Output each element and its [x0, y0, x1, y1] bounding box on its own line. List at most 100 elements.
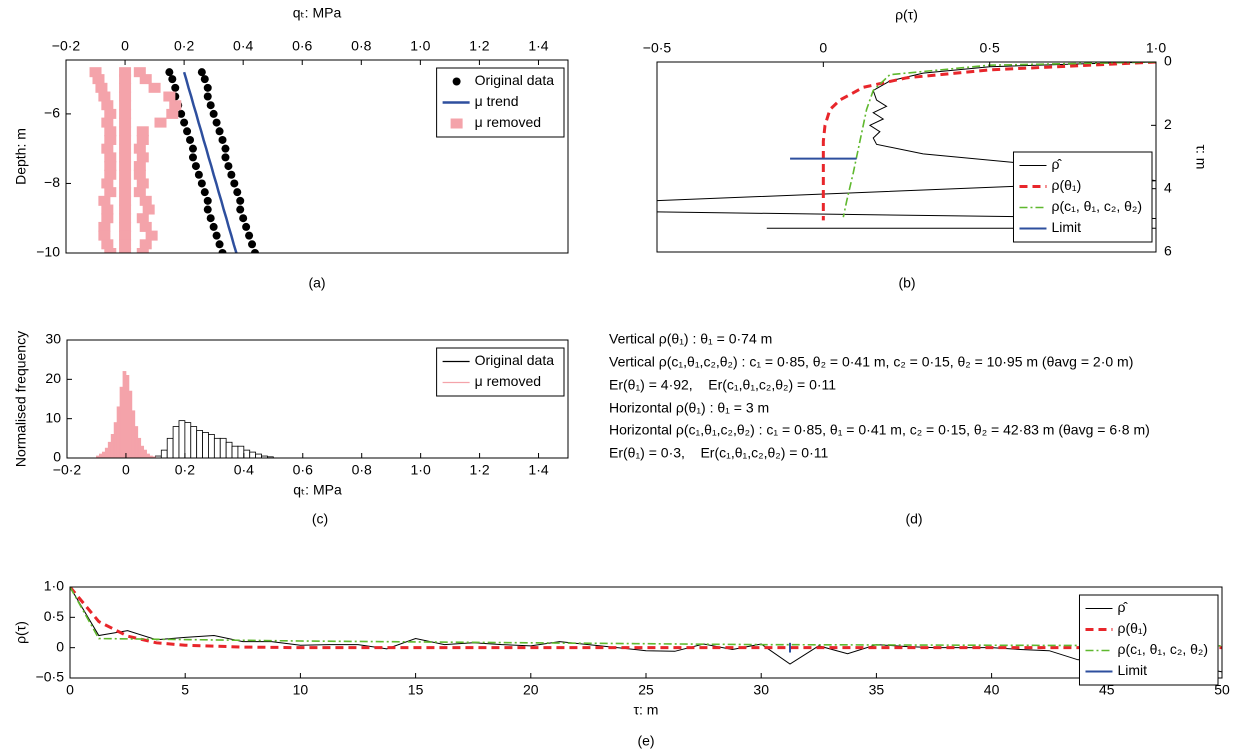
point [209, 109, 218, 118]
point [197, 68, 206, 77]
histogram-bar [140, 445, 145, 458]
point [168, 75, 177, 84]
x-tick-label: 0·5 [980, 40, 1000, 56]
legend-label: Limit [1117, 662, 1147, 678]
x-axis-label: qₜ: MPa [293, 482, 342, 498]
legend: ρ̂ ρ(θ₁) ρ(c₁, θ₁, c₂, θ₂) Limit [1012, 151, 1153, 243]
text-line: Vertical ρ(θ₁) : θ₁ = 0·74 m [609, 331, 772, 347]
point [104, 248, 117, 253]
plot-frame [66, 339, 569, 459]
x-tick-label: −0·2 [53, 462, 82, 478]
x-tick-label: 0·6 [292, 38, 312, 54]
point [101, 117, 114, 128]
plot-frame [69, 586, 1223, 679]
legend-label: ρ(θ₁) [1051, 177, 1081, 193]
legend-item: Limit [1019, 219, 1081, 235]
point [119, 152, 132, 163]
point [133, 143, 146, 154]
y-axis-label: ρ(τ) [13, 621, 29, 644]
point [200, 188, 209, 197]
plot-frame [656, 61, 1157, 253]
histogram-bar [107, 441, 112, 458]
line [70, 587, 1222, 647]
x-tick-label: 25 [638, 682, 654, 698]
histogram-bar [125, 374, 130, 458]
point [236, 205, 245, 214]
point [221, 144, 230, 153]
point [133, 161, 146, 172]
point [119, 239, 132, 250]
point [194, 170, 203, 179]
point [191, 162, 200, 171]
histogram-bar [128, 390, 133, 458]
y-tick-label: 2 [1164, 116, 1172, 132]
histogram-bar [172, 426, 180, 458]
point [166, 108, 179, 119]
point [119, 221, 132, 232]
legend: Original data μ removed [436, 347, 565, 397]
point [119, 91, 132, 102]
y-tick-label: 0 [1164, 53, 1172, 69]
point [133, 67, 146, 78]
histogram-bar [152, 456, 156, 458]
legend-label: Original data [475, 72, 555, 88]
point [139, 239, 152, 250]
histogram-bar [166, 437, 174, 458]
point [104, 152, 117, 163]
point [98, 230, 111, 241]
y-tick-label: 20 [45, 370, 61, 386]
x-tick-label: 10 [293, 682, 309, 698]
text-line: Vertical ρ(c₁,θ₁,c₂,θ₂) : c₁ = 0·85, θ₂ … [609, 354, 1133, 370]
legend-label: Original data [475, 352, 555, 368]
histogram-bar [190, 426, 198, 458]
point [104, 169, 117, 180]
point [203, 83, 212, 92]
point [206, 101, 215, 110]
point [136, 126, 149, 137]
point [203, 196, 212, 205]
point [171, 83, 180, 92]
point [136, 178, 149, 189]
plot-area [657, 62, 1156, 229]
plot-area [70, 587, 1222, 673]
point [119, 169, 132, 180]
point [203, 92, 212, 101]
legend-frame [436, 347, 565, 397]
point [133, 187, 146, 198]
point [104, 126, 117, 137]
histogram-bar [131, 410, 136, 458]
text-panel: Vertical ρ(θ₁) : θ₁ = 0·74 m Vertical ρ(… [609, 331, 1150, 527]
x-tick-label: 0·8 [352, 462, 372, 478]
y-tick-label: 6 [1164, 243, 1172, 259]
point [177, 109, 186, 118]
point [119, 213, 132, 224]
histogram-bar [143, 449, 147, 458]
histogram-bar [208, 433, 215, 458]
point [119, 230, 132, 241]
line [182, 71, 238, 253]
point [154, 117, 167, 128]
legend-item: Limit [1085, 662, 1147, 678]
panel-label: (d) [905, 511, 922, 527]
legend-frame [1012, 151, 1153, 243]
point [119, 126, 132, 137]
x-tick-label: 50 [1214, 682, 1230, 698]
point [215, 127, 224, 136]
histogram-bar [243, 449, 251, 458]
y-tick-label: 30 [45, 331, 61, 347]
legend-swatch [450, 118, 463, 129]
histogram-bar [110, 433, 115, 458]
point [119, 117, 132, 128]
x-tick-label: 1·4 [528, 462, 548, 478]
point [119, 134, 132, 145]
point [136, 213, 149, 224]
point [139, 74, 152, 85]
histogram-bar [196, 430, 203, 458]
point [101, 239, 114, 250]
point [188, 153, 197, 162]
point [242, 222, 251, 231]
x-tick-label: 35 [869, 682, 885, 698]
point [250, 249, 259, 253]
x-tick-label: 0 [122, 462, 130, 478]
